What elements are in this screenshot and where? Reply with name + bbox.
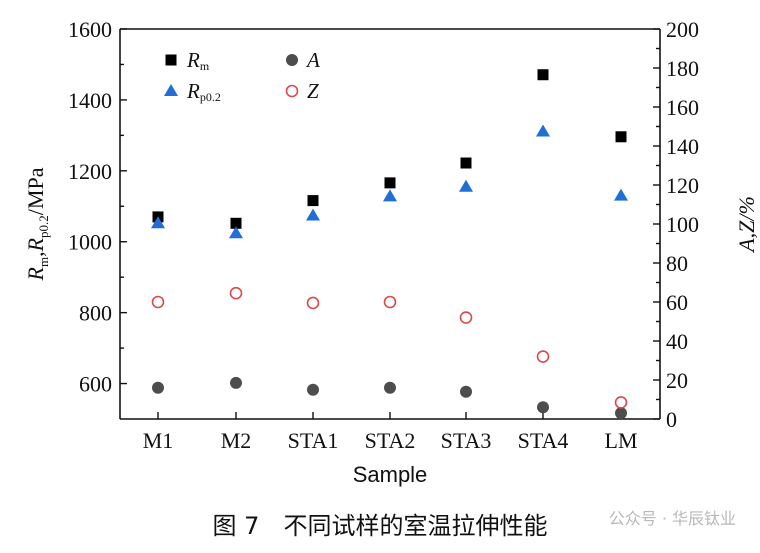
- rm-point: [537, 69, 549, 81]
- a-point: [460, 385, 472, 398]
- rm-point: [165, 54, 177, 66]
- rp02-point: [459, 179, 473, 192]
- a-point: [230, 376, 242, 389]
- legend-z: Z: [307, 79, 319, 103]
- rm-point: [230, 217, 242, 229]
- left-axis-title-part: m: [36, 257, 51, 267]
- legend-rp02: Rp0.2: [186, 79, 221, 104]
- right-tick-label: 160: [666, 95, 699, 120]
- rp02-point: [229, 226, 243, 239]
- left-axis-title-part: ,: [23, 251, 48, 257]
- rm-point: [615, 131, 627, 143]
- a-point: [307, 383, 319, 396]
- z-point: [536, 350, 550, 363]
- x-tick-label: M2: [221, 428, 252, 453]
- legend-label: A: [305, 48, 320, 72]
- legend-subscript: m: [200, 59, 210, 73]
- left-tick-label: 1000: [68, 230, 112, 255]
- z-point: [459, 311, 473, 324]
- rp02-point: [536, 124, 550, 137]
- left-axis-title-part: R: [23, 237, 48, 252]
- x-tick-label: LM: [605, 428, 638, 453]
- right-tick-label: 80: [666, 251, 688, 276]
- rm-point: [460, 157, 472, 169]
- legend-a: A: [305, 48, 320, 72]
- a-point: [152, 381, 164, 394]
- legend-subscript: p0.2: [200, 90, 221, 104]
- x-tick-label: STA3: [441, 428, 492, 453]
- right-tick-label: 120: [666, 173, 699, 198]
- legend-rm: Rm: [186, 48, 210, 73]
- z-point: [614, 396, 628, 409]
- legend-label: Z: [307, 79, 319, 103]
- x-tick-label: M1: [143, 428, 174, 453]
- legend-label: R: [186, 48, 200, 72]
- figure-caption: 图 7 不同试样的室温拉伸性能: [213, 512, 548, 540]
- left-tick-label: 1200: [68, 159, 112, 184]
- left-tick-label: 800: [79, 301, 112, 326]
- right-tick-label: 180: [666, 56, 699, 81]
- a-point: [384, 381, 396, 394]
- z-point: [229, 286, 243, 300]
- z-point: [151, 295, 165, 309]
- z-point: [306, 296, 320, 310]
- right-tick-label: 20: [666, 368, 688, 393]
- x-tick-label: STA1: [288, 428, 339, 453]
- rm-point: [307, 195, 319, 207]
- right-tick-label: 60: [666, 290, 688, 315]
- a-point: [615, 407, 627, 420]
- a-point: [537, 401, 549, 414]
- right-tick-label: 200: [666, 17, 699, 42]
- left-axis-title-part: /MPa: [23, 167, 48, 215]
- right-tick-label: 0: [666, 407, 677, 432]
- rp02-point: [614, 188, 628, 201]
- legend-label: R: [186, 79, 200, 103]
- z-point: [383, 295, 397, 309]
- a-point: [286, 54, 298, 66]
- x-axis-title: Sample: [353, 462, 428, 487]
- right-tick-label: 40: [666, 329, 688, 354]
- right-tick-label: 100: [666, 212, 699, 237]
- x-tick-label: STA4: [518, 428, 569, 453]
- left-tick-label: 1400: [68, 88, 112, 113]
- left-axis-title: Rm,Rp0.2/MPa: [23, 167, 51, 281]
- left-tick-label: 1600: [68, 17, 112, 42]
- z-point: [285, 84, 299, 98]
- rp02-point: [164, 84, 178, 96]
- left-axis-title-part: p0.2: [36, 215, 51, 238]
- x-tick-label: STA2: [365, 428, 416, 453]
- rp02-point: [383, 189, 397, 202]
- watermark-text: 公众号 · 华辰钛业: [609, 509, 736, 528]
- left-tick-label: 600: [79, 372, 112, 397]
- right-tick-label: 140: [666, 134, 699, 159]
- rm-point: [384, 177, 396, 189]
- rp02-point: [151, 216, 165, 229]
- left-axis-title-part: R: [23, 266, 48, 281]
- rp02-point: [306, 208, 320, 221]
- right-axis-title: A,Z/%: [734, 196, 759, 254]
